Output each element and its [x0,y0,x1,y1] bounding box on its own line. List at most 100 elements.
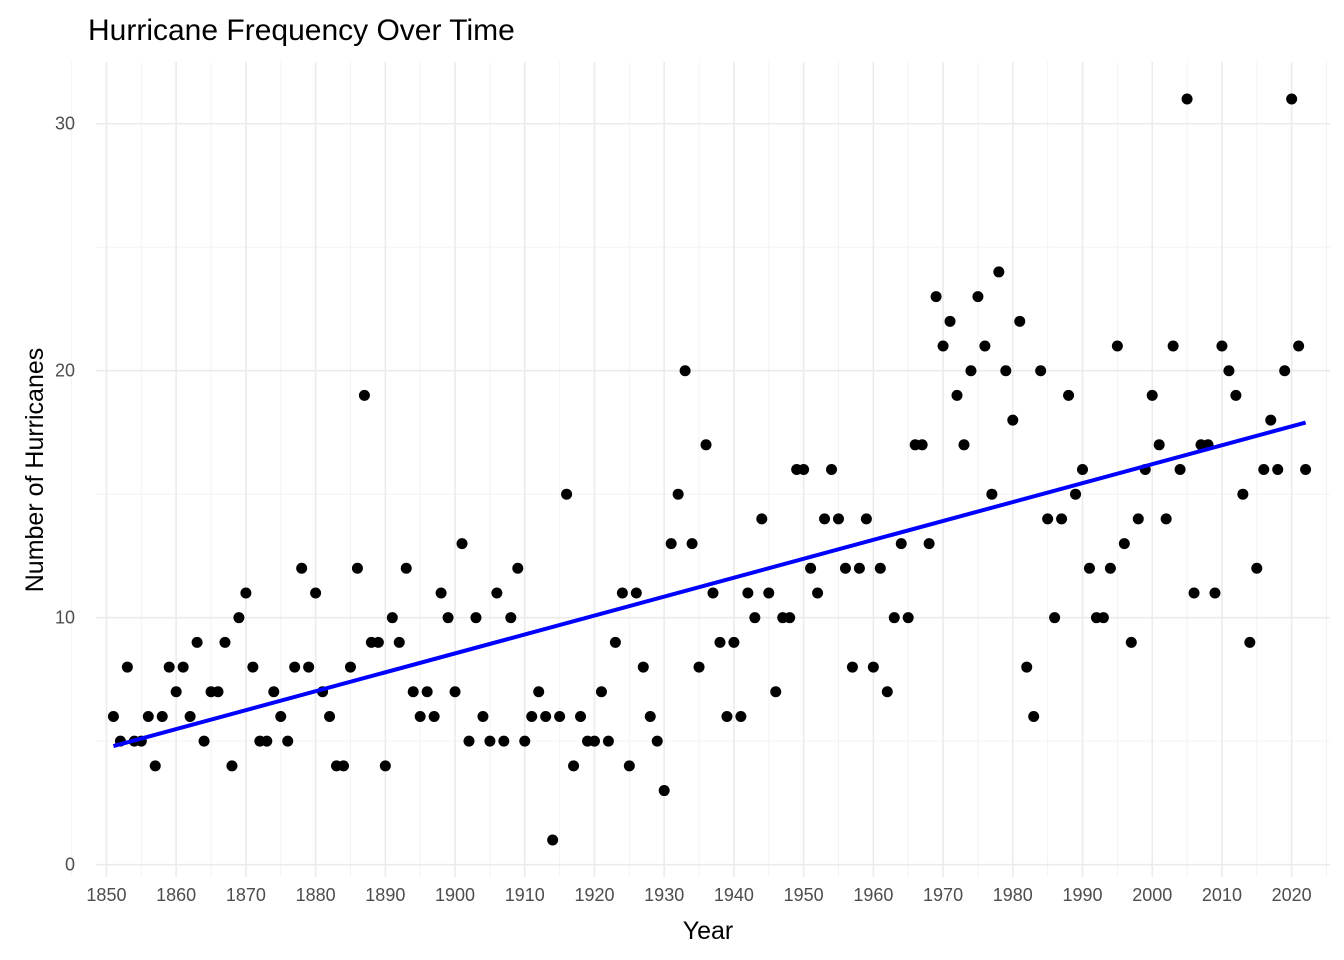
data-point [679,365,691,377]
data-point [1014,315,1026,327]
data-point [212,686,224,698]
data-point [324,710,336,722]
y-tick-label: 10 [55,608,75,628]
data-point [177,661,189,673]
data-point [1028,710,1040,722]
x-tick-label: 2020 [1272,885,1312,905]
data-point [588,735,600,747]
data-point [1279,365,1291,377]
data-point [881,686,893,698]
trend-line-group [112,420,1307,749]
data-point [233,612,245,624]
data-point [1188,587,1200,599]
data-point [247,661,259,673]
data-point [874,562,886,574]
x-tick-label: 1850 [86,885,126,905]
data-point [651,735,663,747]
data-point [812,587,824,599]
data-point [623,760,635,772]
data-point [1111,340,1123,352]
data-point [616,587,628,599]
data-point [1272,464,1284,475]
data-point [1258,464,1270,475]
data-point [839,562,851,574]
data-point [742,587,754,599]
data-point [505,612,517,624]
data-point [819,513,831,525]
data-point [805,562,817,574]
x-tick-label: 1910 [505,885,545,905]
data-point [463,735,475,747]
data-point [1230,389,1242,401]
x-tick-label: 1960 [853,885,893,905]
data-point [568,760,580,772]
data-point [895,538,907,550]
x-tick-label: 1900 [435,885,475,905]
data-point [1007,414,1019,426]
data-point [853,562,865,574]
data-point [310,587,322,599]
data-point [637,661,649,673]
data-point [1000,365,1012,377]
x-tick-label: 2010 [1202,885,1242,905]
data-point [442,612,454,624]
data-point [965,365,977,377]
minor-gridlines [71,62,1330,877]
data-point [860,513,872,525]
data-point [1083,562,1095,574]
data-point [1056,513,1068,525]
x-tick-label: 1920 [574,885,614,905]
data-point [561,488,573,500]
data-point [358,389,370,401]
data-point [1160,513,1172,525]
data-point [268,686,280,698]
data-point [491,587,503,599]
data-point [554,710,566,722]
data-point [609,636,621,648]
y-axis-tick-labels: 0 10 20 30 [55,114,75,875]
data-point [372,636,384,648]
data-point [721,710,733,722]
data-point [484,735,496,747]
x-tick-label: 1880 [296,885,336,905]
x-tick-label: 1950 [784,885,824,905]
data-point [867,661,879,673]
data-point [770,686,782,698]
data-point [547,834,559,846]
data-point [1097,612,1109,624]
data-point [937,340,949,352]
data-point [951,389,963,401]
data-point [296,562,308,574]
data-point [414,710,426,722]
data-point [386,612,398,624]
x-axis-tick-labels: 1850 1860 1870 1880 1890 1900 1910 1920 1930 1940… [86,885,1311,905]
data-point [1167,340,1179,352]
data-point [470,612,482,624]
data-point [979,340,991,352]
data-point [630,587,642,599]
data-point [1286,93,1298,105]
data-point [191,636,203,648]
data-point [1035,365,1047,377]
data-point [735,710,747,722]
x-tick-label: 2000 [1132,885,1172,905]
chart-title: Hurricane Frequency Over Time [88,14,515,47]
data-point [930,291,942,303]
data-point [644,710,656,722]
data-point [226,760,238,772]
data-point [798,464,810,475]
data-point [595,686,607,698]
data-point [435,587,447,599]
data-point [707,587,719,599]
x-tick-label: 1980 [993,885,1033,905]
data-point [1251,562,1263,574]
data-point [700,439,712,451]
data-point [1070,488,1082,500]
data-point [407,686,419,698]
data-point [351,562,363,574]
data-point [1118,538,1130,550]
data-point [958,439,970,451]
y-tick-label: 30 [55,114,75,134]
